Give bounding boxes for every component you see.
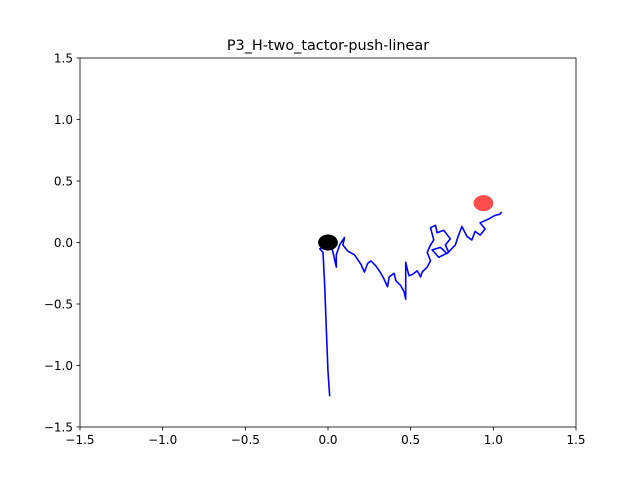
x-tick-label: −1.0 xyxy=(148,433,177,447)
start-marker xyxy=(318,234,338,251)
x-axis: −1.5 −1.0 −0.5 0.0 0.5 1.0 1.5 xyxy=(65,427,586,447)
plot-frame xyxy=(79,57,577,428)
y-tick-label: 1.0 xyxy=(54,113,73,127)
x-tick-label: 1.0 xyxy=(484,433,503,447)
x-tick-label: 1.5 xyxy=(566,433,585,447)
y-tick-label: −1.0 xyxy=(44,359,73,373)
x-tick-label: 0.5 xyxy=(401,433,420,447)
x-tick-label: 0.0 xyxy=(318,433,337,447)
trajectory-line-0 xyxy=(318,211,503,397)
y-tick-label: 0.0 xyxy=(54,236,73,250)
plot-area xyxy=(318,195,503,397)
target-marker xyxy=(473,195,494,212)
y-tick-label: 1.5 xyxy=(54,51,73,65)
x-tick-label: −0.5 xyxy=(231,433,260,447)
y-tick-label: −0.5 xyxy=(44,297,73,311)
y-tick-label: −1.5 xyxy=(44,420,73,434)
chart-title: P3_H-two_tactor-push-linear xyxy=(227,38,429,54)
x-tick-label: −1.5 xyxy=(65,433,94,447)
y-axis: −1.5 −1.0 −0.5 0.0 0.5 1.0 1.5 xyxy=(44,51,80,434)
y-tick-label: 0.5 xyxy=(54,174,73,188)
